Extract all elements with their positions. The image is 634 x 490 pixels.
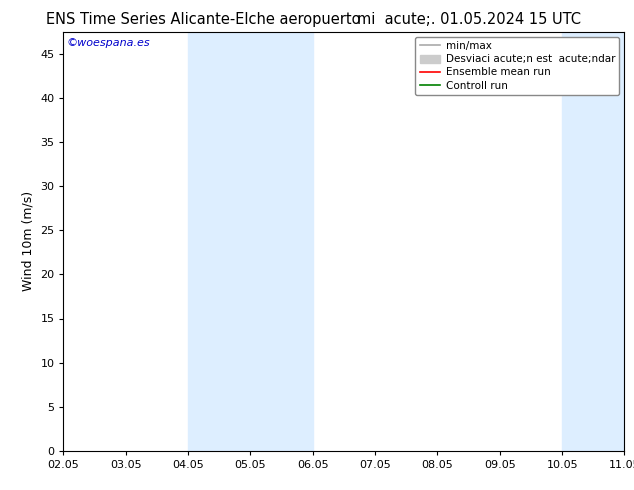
Bar xyxy=(562,32,624,451)
Text: ©woespana.es: ©woespana.es xyxy=(66,38,150,48)
Text: mi  acute;. 01.05.2024 15 UTC: mi acute;. 01.05.2024 15 UTC xyxy=(357,12,581,27)
Y-axis label: Wind 10m (m/s): Wind 10m (m/s) xyxy=(22,191,35,292)
Text: ENS Time Series Alicante-Elche aeropuerto: ENS Time Series Alicante-Elche aeropuert… xyxy=(46,12,360,27)
Bar xyxy=(188,32,313,451)
Legend: min/max, Desviaci acute;n est  acute;ndar, Ensemble mean run, Controll run: min/max, Desviaci acute;n est acute;ndar… xyxy=(415,37,619,95)
